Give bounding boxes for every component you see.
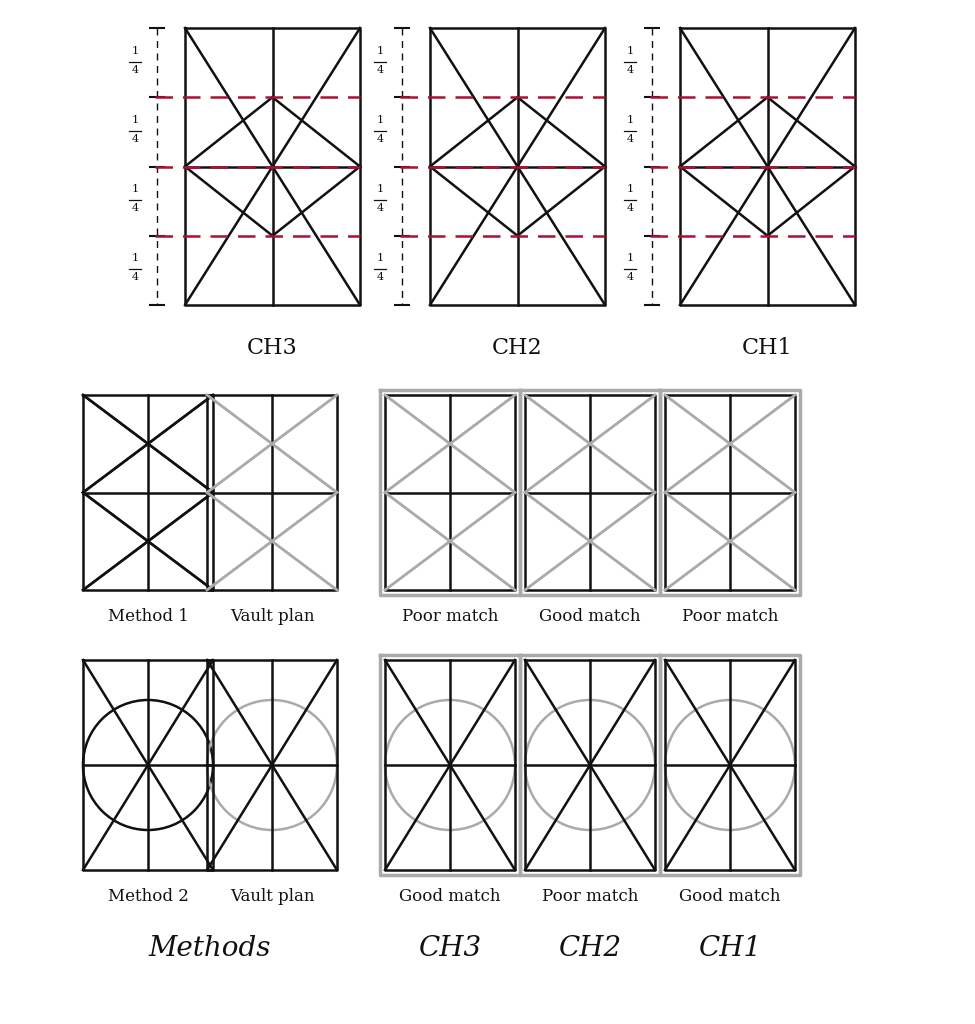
Text: 4: 4: [376, 203, 383, 213]
Text: Poor match: Poor match: [542, 888, 639, 905]
Text: Vault plan: Vault plan: [230, 608, 314, 625]
Text: Poor match: Poor match: [402, 608, 498, 625]
Text: CH3: CH3: [418, 935, 482, 962]
Text: 1: 1: [132, 184, 138, 195]
Text: 4: 4: [376, 65, 383, 75]
Text: 4: 4: [376, 272, 383, 283]
Text: 1: 1: [626, 253, 634, 263]
Text: 1: 1: [376, 184, 383, 195]
Text: 1: 1: [626, 184, 634, 195]
Text: 1: 1: [376, 115, 383, 125]
Text: 4: 4: [132, 65, 138, 75]
Text: Method 1: Method 1: [107, 608, 188, 625]
Text: CH2: CH2: [559, 935, 622, 962]
Text: 4: 4: [132, 134, 138, 144]
Text: CH1: CH1: [742, 337, 793, 359]
Text: 4: 4: [626, 203, 634, 213]
Text: Good match: Good match: [680, 888, 781, 905]
Text: Vault plan: Vault plan: [230, 888, 314, 905]
Text: CH1: CH1: [698, 935, 761, 962]
Text: Method 2: Method 2: [107, 888, 188, 905]
Text: 4: 4: [376, 134, 383, 144]
Text: Good match: Good match: [399, 888, 501, 905]
Text: Methods: Methods: [149, 935, 271, 962]
Text: 1: 1: [376, 253, 383, 263]
Text: 1: 1: [132, 115, 138, 125]
Text: 1: 1: [626, 46, 634, 55]
Text: 4: 4: [626, 134, 634, 144]
Text: 4: 4: [132, 272, 138, 283]
Text: 1: 1: [132, 46, 138, 55]
Text: 4: 4: [132, 203, 138, 213]
Text: CH2: CH2: [492, 337, 543, 359]
Text: 1: 1: [626, 115, 634, 125]
Text: 4: 4: [626, 65, 634, 75]
Text: 4: 4: [626, 272, 634, 283]
Text: 1: 1: [132, 253, 138, 263]
Text: Good match: Good match: [539, 608, 641, 625]
Text: CH3: CH3: [247, 337, 298, 359]
Text: Poor match: Poor match: [682, 608, 778, 625]
Text: 1: 1: [376, 46, 383, 55]
